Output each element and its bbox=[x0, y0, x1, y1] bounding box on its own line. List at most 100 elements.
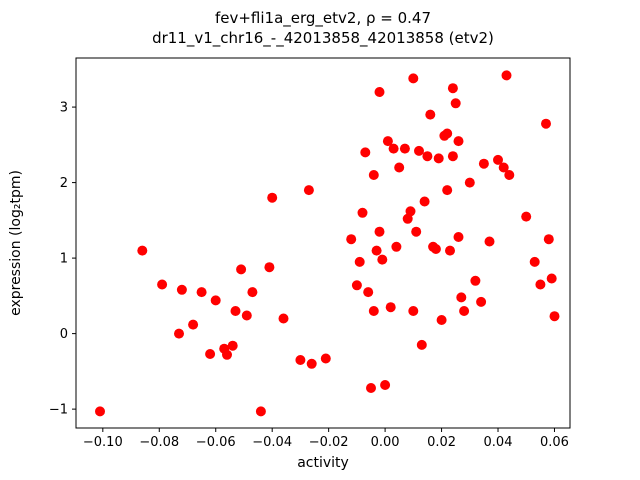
data-point bbox=[230, 306, 241, 316]
data-point bbox=[247, 287, 258, 298]
x-tick-label: −0.10 bbox=[83, 435, 123, 450]
data-point bbox=[543, 234, 554, 245]
data-point bbox=[394, 162, 405, 173]
data-point bbox=[442, 128, 453, 139]
data-point bbox=[363, 287, 374, 298]
data-point bbox=[196, 287, 207, 298]
data-point bbox=[408, 306, 419, 316]
data-point bbox=[436, 315, 447, 325]
data-point bbox=[405, 206, 416, 217]
data-point bbox=[498, 162, 509, 173]
chart-title: fev+fli1a_erg_etv2, ρ = 0.47 bbox=[214, 9, 432, 27]
x-tick-label: 0.00 bbox=[371, 435, 400, 450]
data-point bbox=[241, 310, 252, 321]
data-point bbox=[267, 192, 278, 203]
data-point bbox=[157, 279, 168, 290]
data-point bbox=[382, 136, 393, 147]
x-tick-label: −0.06 bbox=[196, 435, 236, 450]
y-tick-label: 2 bbox=[60, 176, 68, 191]
x-tick-label: 0.06 bbox=[540, 435, 569, 450]
data-point bbox=[549, 311, 560, 322]
data-point bbox=[414, 145, 424, 156]
data-point bbox=[303, 185, 314, 196]
y-tick-label: 3 bbox=[60, 101, 68, 116]
x-tick-label: −0.08 bbox=[139, 435, 179, 450]
x-tick-label: 0.02 bbox=[427, 435, 456, 450]
data-point bbox=[351, 280, 362, 291]
data-point bbox=[306, 358, 317, 369]
data-point bbox=[419, 196, 430, 207]
data-point bbox=[541, 118, 551, 129]
data-point bbox=[388, 143, 399, 154]
y-tick-label: −1 bbox=[49, 403, 68, 418]
chart-title-block: fev+fli1a_erg_etv2, ρ = 0.47 dr11_v1_chr… bbox=[76, 8, 570, 48]
data-point bbox=[295, 355, 306, 365]
data-point bbox=[442, 185, 453, 196]
data-point bbox=[278, 313, 289, 324]
data-point bbox=[478, 158, 489, 169]
data-point bbox=[357, 207, 368, 218]
data-point bbox=[366, 383, 376, 393]
x-tick-label: −0.02 bbox=[309, 435, 349, 450]
data-point bbox=[264, 262, 275, 273]
data-point bbox=[176, 284, 187, 295]
x-axis-label: activity bbox=[297, 455, 349, 471]
data-point bbox=[416, 339, 427, 350]
y-axis-label: expression (log₂tpm) bbox=[8, 170, 24, 316]
data-point bbox=[377, 254, 388, 265]
data-point bbox=[95, 406, 105, 417]
data-point bbox=[408, 73, 419, 84]
data-point bbox=[521, 211, 532, 222]
data-point bbox=[385, 302, 396, 313]
data-point bbox=[535, 279, 546, 290]
chart-subtitle: dr11_v1_chr16_-_42013858_42013858 (etv2) bbox=[152, 29, 494, 47]
data-point bbox=[205, 349, 216, 359]
data-point bbox=[447, 83, 458, 94]
x-tick-label: −0.04 bbox=[252, 435, 292, 450]
data-point bbox=[210, 295, 221, 306]
data-point bbox=[470, 275, 481, 286]
data-point bbox=[493, 154, 503, 165]
data-point bbox=[346, 234, 357, 245]
data-point bbox=[137, 245, 148, 256]
y-tick-label: 1 bbox=[60, 252, 68, 267]
data-point bbox=[188, 319, 199, 330]
data-point bbox=[399, 143, 410, 154]
data-point bbox=[456, 292, 467, 303]
data-point bbox=[320, 353, 331, 364]
data-point bbox=[453, 232, 464, 242]
data-point bbox=[476, 296, 487, 307]
data-point bbox=[529, 256, 540, 267]
data-point bbox=[255, 406, 266, 417]
data-point bbox=[445, 245, 455, 256]
data-point bbox=[374, 226, 385, 237]
data-point bbox=[354, 256, 365, 267]
data-point bbox=[447, 151, 458, 162]
data-point bbox=[430, 244, 441, 254]
data-point bbox=[484, 236, 495, 247]
data-point bbox=[174, 328, 184, 339]
data-point bbox=[425, 109, 436, 120]
data-point bbox=[368, 306, 379, 316]
data-point bbox=[222, 349, 232, 360]
data-point bbox=[450, 98, 461, 109]
data-point bbox=[371, 245, 382, 256]
data-point bbox=[459, 306, 470, 316]
data-point bbox=[236, 264, 247, 275]
data-point bbox=[380, 380, 391, 390]
data-point bbox=[504, 170, 515, 180]
axes-frame bbox=[75, 57, 571, 429]
plot-area: −0.10 −0.08 −0.06 −0.04 −0.02 0.00 0.02 0.04 0.0… bbox=[49, 57, 571, 450]
data-point bbox=[501, 70, 512, 81]
data-point bbox=[402, 213, 413, 224]
data-point bbox=[411, 226, 422, 237]
data-point bbox=[227, 340, 238, 351]
data-point bbox=[360, 147, 371, 158]
data-point bbox=[422, 151, 433, 162]
x-tick-label: 0.04 bbox=[484, 435, 513, 450]
data-point bbox=[464, 177, 475, 188]
data-point bbox=[391, 241, 402, 252]
data-point bbox=[546, 273, 557, 284]
